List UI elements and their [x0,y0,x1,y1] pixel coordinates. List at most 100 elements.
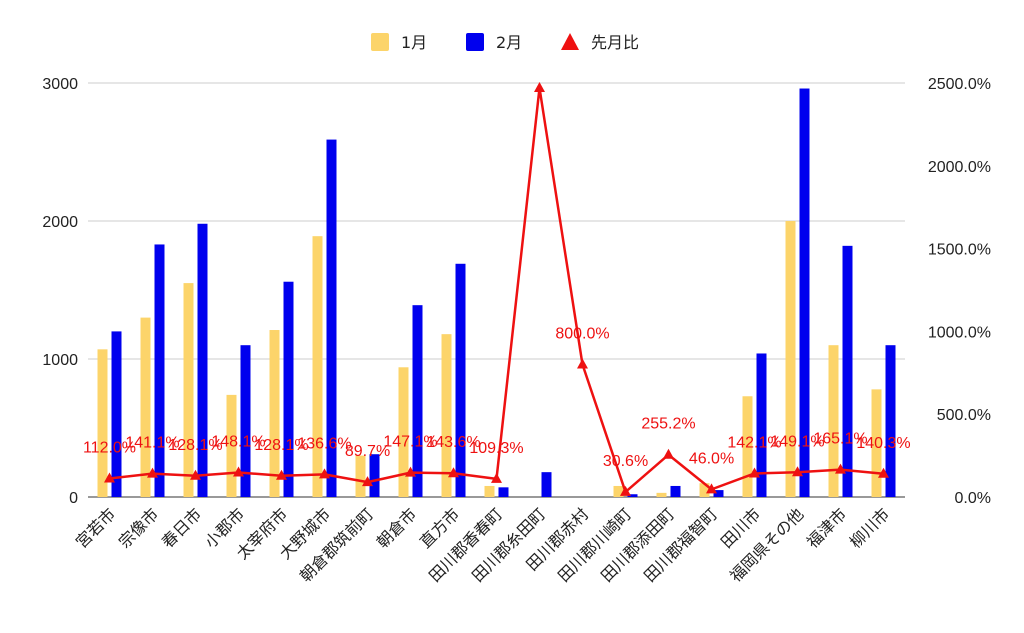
ratio-point[interactable] [233,466,244,477]
ratio-point[interactable] [835,463,846,474]
legend-swatch [371,33,389,51]
bar-1月[interactable] [269,330,280,497]
bar-1月[interactable] [613,485,624,497]
bar-1月[interactable] [355,455,366,497]
y-right-tick-label: 1000.0% [928,324,991,341]
y-left-tick-label: 0 [69,490,78,507]
ratio-point[interactable] [190,469,201,480]
legend-label[interactable]: 2月 [496,33,522,52]
bar-2月[interactable] [498,487,509,497]
y-right-tick-label: 1500.0% [928,242,991,259]
bar-1月[interactable] [183,283,194,497]
bar-2月[interactable] [197,223,208,497]
bar-2月[interactable] [627,494,638,497]
ratio-data-label: 142.1% [727,434,781,451]
ratio-point[interactable] [147,467,158,478]
ratio-point[interactable] [706,483,717,494]
ratio-data-label: 148.1% [211,433,265,450]
ratio-data-label: 136.6% [297,435,351,452]
bar-1月[interactable] [871,389,882,497]
bar-2月[interactable] [713,490,724,497]
bar-2月[interactable] [240,345,251,497]
ratio-point[interactable] [534,81,545,92]
bar-1月[interactable] [226,394,237,497]
bar-2月[interactable] [455,263,466,497]
bar-2月[interactable] [541,472,552,497]
y-left-tick-label: 1000 [42,352,78,369]
x-category-label: 春日市 [158,504,205,551]
ratio-data-label: 112.0% [83,439,136,456]
ratio-point[interactable] [319,468,330,479]
x-category-label: 福津市 [803,504,850,551]
bar-1月[interactable] [484,485,495,497]
ratio-point[interactable] [878,467,889,478]
ratio-line [109,86,884,494]
ratio-data-label: 800.0% [555,326,609,343]
bar-1月[interactable] [828,345,839,497]
y-right-tick-label: 2500.0% [928,76,991,93]
bar-1月[interactable] [97,349,108,497]
ratio-data-label: 109.3% [469,440,523,457]
bar-1月[interactable] [140,317,151,497]
ratio-point[interactable] [405,466,416,477]
gridlines [88,82,905,498]
ratio-line-series [104,81,889,496]
ratio-data-label: 128.1% [254,437,308,454]
ratio-data-label: 89.7% [345,443,390,460]
legend-swatch [561,33,579,50]
ratio-point[interactable] [491,472,502,483]
bar-2月[interactable] [154,244,165,497]
ratio-data-label: 165.1% [813,431,867,448]
y-right-tick-label: 500.0% [937,407,991,424]
bar-1月[interactable] [742,396,753,497]
ratio-data-label: 255.2% [641,416,695,433]
bar-1月[interactable] [398,367,409,497]
ratio-point[interactable] [663,448,674,459]
ratio-point[interactable] [749,467,760,478]
ratio-point[interactable] [620,485,631,496]
ratio-point[interactable] [577,358,588,369]
ratio-data-label: 30.6% [603,453,648,470]
ratio-data-label: 141.1% [125,435,179,452]
ratio-point[interactable] [276,469,287,480]
bar-1月[interactable] [441,334,452,497]
bar-2月[interactable] [670,485,681,497]
legend-label[interactable]: 先月比 [591,33,639,52]
bar-1月[interactable] [312,236,323,497]
x-category-label: 朝倉市 [373,504,420,551]
bar-1月[interactable] [656,492,667,497]
y-axis-left: 0 1000 2000 3000 [42,76,78,507]
bar-2月[interactable] [369,454,380,497]
bar-series [97,88,896,498]
x-category-label: 宗像市 [115,504,162,551]
y-axis-right: 0.0% 500.0% 1000.0% 1500.0% 2000.0% 2500.0% [928,76,991,507]
legend-swatch [466,33,484,51]
ratio-data-label: 143.6% [426,434,480,451]
bar-2月[interactable] [283,281,294,497]
ratio-point[interactable] [792,466,803,477]
legend-label[interactable]: 1月 [401,33,427,52]
bar-1月[interactable] [699,483,710,497]
bar-2月[interactable] [412,305,423,497]
legend[interactable]: 1月 2月 先月比 [371,33,639,52]
x-axis: 宮若市宗像市春日市小郡市太宰府市大野城市朝倉郡筑前町朝倉市直方市田川郡香春町田川… [72,504,893,585]
bar-2月[interactable] [885,345,896,497]
ratio-data-label: 147.1% [383,434,437,451]
bar-1月[interactable] [785,221,796,497]
ratio-data-label: 128.1% [168,437,222,454]
bar-2月[interactable] [799,88,810,498]
ratio-point[interactable] [104,472,115,483]
ratio-point[interactable] [448,467,459,478]
data-labels: 112.0%141.1%128.1%148.1%128.1%136.6%89.7… [83,326,911,470]
bar-2月[interactable] [756,353,767,497]
ratio-point[interactable] [362,476,373,487]
bar-2月[interactable] [111,331,122,497]
y-right-tick-label: 2000.0% [928,159,991,176]
bar-2月[interactable] [326,139,337,497]
x-category-label: 柳川市 [846,504,893,551]
y-right-tick-label: 0.0% [955,490,991,507]
bar-2月[interactable] [842,245,853,497]
x-category-label: 宮若市 [72,504,119,551]
